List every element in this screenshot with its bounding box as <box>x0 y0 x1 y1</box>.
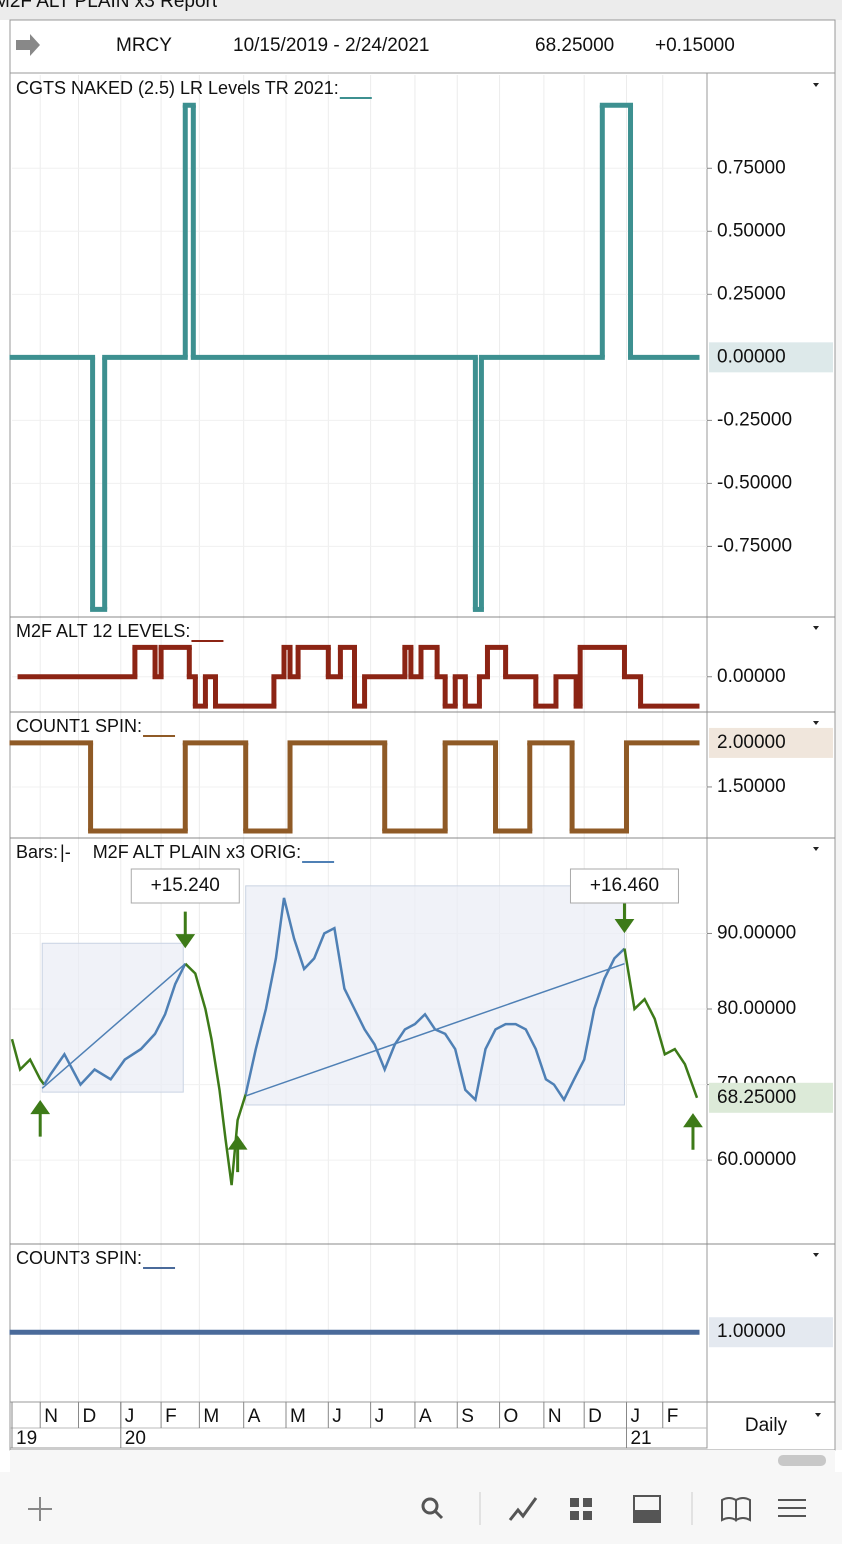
y-tick-label: -0.75000 <box>717 535 792 556</box>
month-label: D <box>82 1406 96 1427</box>
date-axis <box>9 1401 708 1449</box>
book-button[interactable] <box>721 1497 751 1522</box>
gain-label: +16.460 <box>590 875 659 896</box>
panel-menu <box>813 721 819 725</box>
gain-label: +15.240 <box>151 875 220 896</box>
current-value-box <box>709 342 833 373</box>
year-label: 21 <box>630 1428 651 1449</box>
month-label: M <box>290 1406 306 1427</box>
search-button[interactable] <box>421 1497 444 1520</box>
y-tick-label: 0.25000 <box>717 283 786 304</box>
month-grid <box>39 75 664 1402</box>
signal-arrow <box>683 1113 703 1150</box>
signal-arrow <box>30 1099 51 1137</box>
scrollbar <box>10 1450 835 1472</box>
menu-button[interactable] <box>778 1499 806 1517</box>
last-price: 68.25000 <box>535 35 614 56</box>
date-axis-labels: N D J F M A M J J A S O N D J F 19 20 21 <box>11 1402 679 1449</box>
date-range: 10/15/2019 - 2/24/2021 <box>233 35 430 56</box>
signal-arrow <box>227 1135 248 1173</box>
year-label: 19 <box>16 1428 37 1449</box>
current-value-box <box>709 1317 833 1348</box>
panel: 90.0000080.0000070.0000060.00000+15.240+… <box>10 842 835 1245</box>
price-line <box>43 963 187 1087</box>
title-bar <box>0 0 842 20</box>
signal-arrow <box>175 911 196 949</box>
add-button[interactable] <box>28 1497 52 1521</box>
y-tick-label: 0.00000 <box>717 666 786 687</box>
panel-menu <box>813 1253 819 1257</box>
symbol: MRCY <box>116 35 172 56</box>
y-tick-label: 0.50000 <box>717 220 786 241</box>
nav-arrow[interactable] <box>16 34 40 56</box>
y-tick-label: 60.00000 <box>717 1149 796 1170</box>
month-label: J <box>630 1406 640 1427</box>
y-tick-label: 1.50000 <box>717 776 786 797</box>
y-tick-label: 0.75000 <box>717 157 786 178</box>
panel-title: M2F ALT 12 LEVELS: <box>16 621 190 641</box>
current-value-label: 0.00000 <box>717 346 786 367</box>
current-value-label: 68.25000 <box>717 1087 796 1108</box>
dropdown[interactable] <box>815 1413 821 1417</box>
panel-menu <box>813 626 819 630</box>
y-tick-label: -0.50000 <box>717 472 792 493</box>
current-value-label: 2.00000 <box>717 732 786 753</box>
panel-title: COUNT3 SPIN: <box>16 1248 142 1268</box>
panel-button[interactable] <box>633 1495 661 1523</box>
month-label: M <box>203 1406 219 1427</box>
y-tick-label: 80.00000 <box>717 998 796 1019</box>
y-tick-label: 90.00000 <box>717 922 796 943</box>
panel-menu <box>813 83 819 87</box>
trend-line <box>245 962 625 1097</box>
panel: 0.00000 M2F ALT 12 LEVELS: <box>10 621 835 713</box>
price-line <box>623 948 699 1099</box>
current-value-label: 1.00000 <box>717 1321 786 1342</box>
current-value-box <box>709 727 833 758</box>
window-title: M2F ALT PLAIN x3 Report <box>0 0 218 12</box>
period[interactable]: Daily <box>745 1415 788 1436</box>
bottom-toolbar <box>0 1472 842 1544</box>
trend-line <box>41 963 186 1089</box>
price-change: +0.15000 <box>655 35 735 56</box>
month-label: S <box>461 1406 474 1427</box>
layout-button[interactable] <box>570 1498 592 1520</box>
panel-marker: |- <box>60 842 71 862</box>
y-tick-label: -0.25000 <box>717 409 792 430</box>
scroll-thumb[interactable] <box>778 1455 826 1466</box>
month-label: N <box>44 1406 58 1427</box>
month-label: J <box>332 1406 342 1427</box>
panel-prefix: Bars: <box>16 842 58 862</box>
month-label: F <box>667 1406 679 1427</box>
month-label: F <box>165 1406 177 1427</box>
year-label: 20 <box>125 1428 146 1449</box>
month-label: A <box>419 1406 432 1427</box>
month-label: O <box>504 1406 519 1427</box>
panels: 0.75000 0.50000 0.25000 -0.25000 -0.50000 -0.… <box>9 78 835 1403</box>
panel-menu <box>813 847 819 851</box>
gain-box <box>130 868 240 904</box>
side-gutter <box>835 20 842 1450</box>
month-label: D <box>588 1406 602 1427</box>
month-label: A <box>248 1406 261 1427</box>
month-label: N <box>548 1406 562 1427</box>
panel-title: COUNT1 SPIN: <box>16 716 142 736</box>
panel-title: CGTS NAKED (2.5) LR Levels TR 2021: <box>16 78 339 98</box>
month-label: J <box>375 1406 385 1427</box>
panel: 1.50000 2.00000 COUNT1 SPIN: <box>9 716 835 839</box>
panel: 0.75000 0.50000 0.25000 -0.25000 -0.50000 -0.… <box>9 78 835 618</box>
month-label: J <box>125 1406 135 1427</box>
chart-type-button[interactable] <box>508 1497 538 1521</box>
range-box <box>245 885 625 1106</box>
gain-box <box>569 868 679 904</box>
current-value-box <box>709 1082 833 1113</box>
panel-title: M2F ALT PLAIN x3 ORIG: <box>93 842 301 862</box>
price-line <box>10 1038 46 1086</box>
